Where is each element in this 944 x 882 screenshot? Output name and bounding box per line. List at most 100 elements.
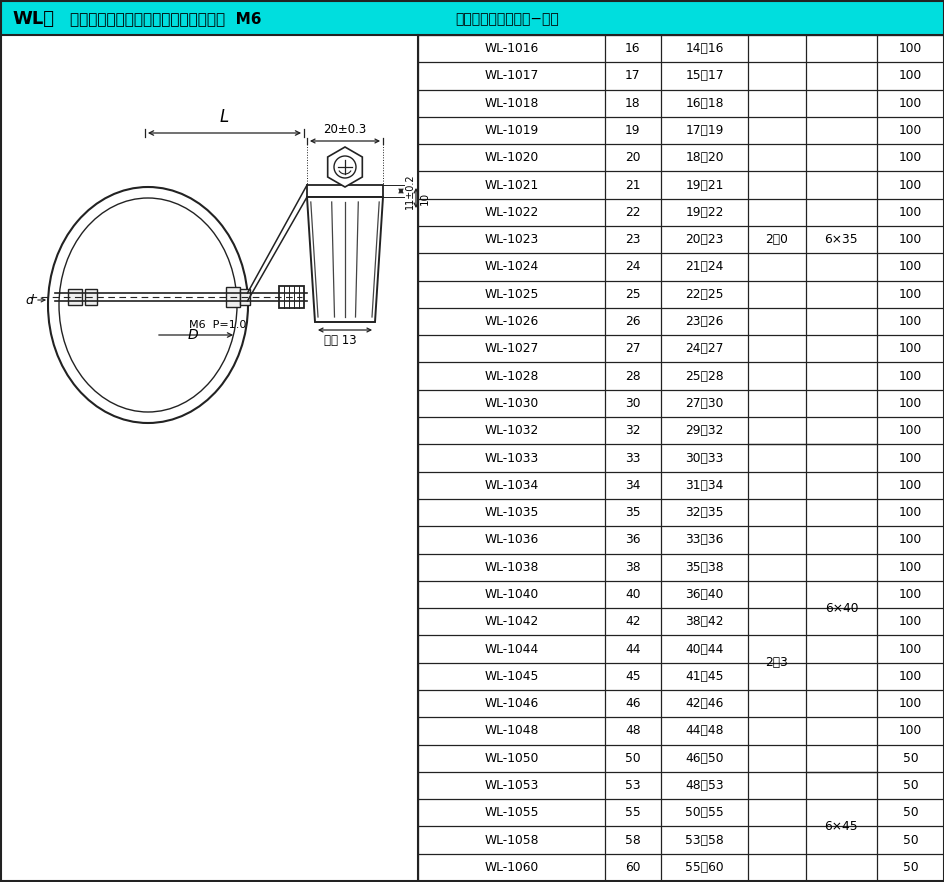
Polygon shape [328,147,362,187]
Text: 100: 100 [898,70,921,82]
Text: WL-1045: WL-1045 [483,669,538,683]
Text: WL-1050: WL-1050 [483,751,538,765]
Text: 100: 100 [898,424,921,437]
Text: 26: 26 [625,315,640,328]
Text: 19～22: 19～22 [684,206,723,219]
Text: 25～28: 25～28 [684,370,723,383]
Text: WL-1058: WL-1058 [483,833,538,847]
Text: 11±0.2: 11±0.2 [405,173,414,209]
Text: 100: 100 [898,697,921,710]
Text: 15～17: 15～17 [684,70,723,82]
Text: 35～38: 35～38 [684,561,723,573]
Text: WL-1033: WL-1033 [483,452,538,465]
Text: 38: 38 [624,561,640,573]
Text: 100: 100 [898,315,921,328]
Bar [68,289,82,305]
Text: 100: 100 [898,616,921,628]
Bar [278,286,304,308]
Text: 32: 32 [625,424,640,437]
Text: 100: 100 [898,506,921,519]
Text: WL-1035: WL-1035 [483,506,538,519]
Text: 50: 50 [902,751,918,765]
Text: 44～48: 44～48 [684,724,723,737]
Text: WL-1020: WL-1020 [483,152,538,164]
Text: 53～58: 53～58 [684,833,723,847]
Text: 6×45: 6×45 [824,820,857,833]
Text: 46～50: 46～50 [684,751,723,765]
Text: 55: 55 [624,806,640,819]
Text: WL-1038: WL-1038 [483,561,538,573]
Text: 22: 22 [625,206,640,219]
Text: 53: 53 [624,779,640,792]
Text: 17～19: 17～19 [684,124,723,137]
Text: 50: 50 [902,806,918,819]
Text: 20: 20 [625,152,640,164]
Text: 100: 100 [898,97,921,109]
Text: WL-1044: WL-1044 [483,642,538,655]
Text: WL-1017: WL-1017 [483,70,538,82]
Text: 27～30: 27～30 [684,397,723,410]
Text: 40～44: 40～44 [684,642,723,655]
Text: WL-1060: WL-1060 [483,861,538,874]
Text: 16: 16 [625,42,640,56]
Text: 100: 100 [898,152,921,164]
Text: 100: 100 [898,288,921,301]
Text: ボルト：六角プラスマイナス冈用ネジ  M6: ボルト：六角プラスマイナス冈用ネジ M6 [70,11,261,26]
Text: 29～32: 29～32 [684,424,723,437]
Text: 100: 100 [898,233,921,246]
Text: WL-1046: WL-1046 [483,697,538,710]
Text: 14～16: 14～16 [684,42,723,56]
Text: M6  P=1.0: M6 P=1.0 [189,320,246,330]
Text: WL-1036: WL-1036 [483,534,538,546]
Polygon shape [307,197,382,322]
Text: 48～53: 48～53 [684,779,723,792]
Text: 100: 100 [898,724,921,737]
Text: D: D [188,328,198,342]
Text: 18: 18 [624,97,640,109]
Text: 30～33: 30～33 [684,452,723,465]
Text: 36: 36 [625,534,640,546]
Text: 10: 10 [419,191,430,205]
Text: 100: 100 [898,561,921,573]
Text: WL-1048: WL-1048 [483,724,538,737]
Text: 100: 100 [898,260,921,273]
Text: 6×35: 6×35 [824,233,857,246]
Text: L: L [220,108,228,126]
Text: WL-1034: WL-1034 [483,479,538,492]
Text: 17: 17 [625,70,640,82]
Text: 22～25: 22～25 [684,288,723,301]
Text: 50: 50 [902,779,918,792]
Text: WL-1024: WL-1024 [483,260,538,273]
Text: 50: 50 [902,833,918,847]
Bar [1,1,943,35]
Text: 100: 100 [898,452,921,465]
Text: WL型: WL型 [12,10,54,28]
Text: 100: 100 [898,397,921,410]
Text: 30: 30 [625,397,640,410]
Text: WL-1030: WL-1030 [483,397,538,410]
Text: 31～34: 31～34 [684,479,723,492]
Text: WL-1027: WL-1027 [483,342,538,355]
Text: 58: 58 [624,833,640,847]
Text: WL-1028: WL-1028 [483,370,538,383]
Text: WL-1042: WL-1042 [483,616,538,628]
Text: 24～27: 24～27 [684,342,723,355]
Text: 24: 24 [625,260,640,273]
Text: 41～45: 41～45 [684,669,723,683]
Text: WL-1023: WL-1023 [483,233,538,246]
Text: 33: 33 [625,452,640,465]
Text: 100: 100 [898,642,921,655]
Text: WL-1040: WL-1040 [483,588,538,601]
Text: 46: 46 [625,697,640,710]
Text: 44: 44 [625,642,640,655]
Text: 100: 100 [898,206,921,219]
Text: WL-1021: WL-1021 [483,178,538,191]
Text: 28: 28 [624,370,640,383]
Text: 23～26: 23～26 [684,315,723,328]
Text: WL-1026: WL-1026 [483,315,538,328]
Text: 6×40: 6×40 [824,602,857,615]
Text: 32～35: 32～35 [684,506,723,519]
Text: 2．0: 2．0 [765,233,787,246]
Bar [226,287,240,307]
Text: 25: 25 [624,288,640,301]
